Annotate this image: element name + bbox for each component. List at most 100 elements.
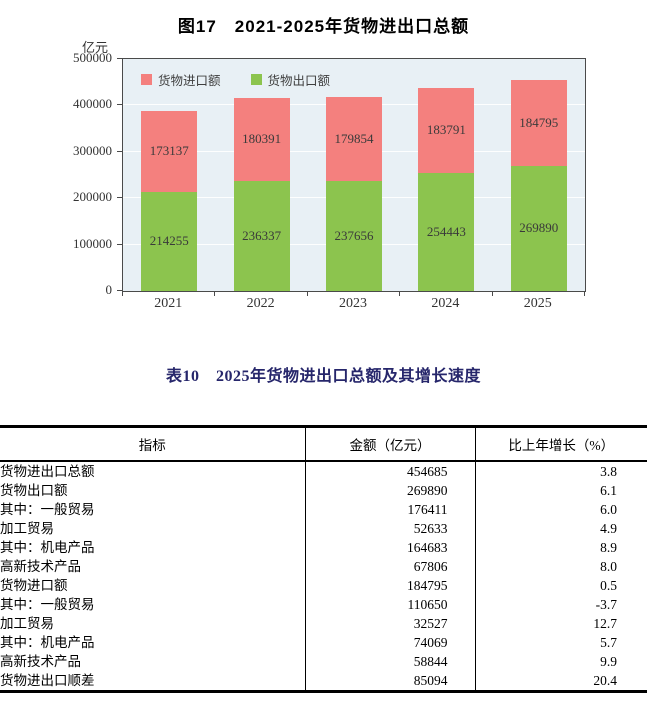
- growth-cell: 12.7: [593, 616, 617, 631]
- indicator-cell: 货物进出口总额: [0, 461, 306, 481]
- y-tick-mark: [117, 104, 122, 106]
- y-tick-label: 200000: [73, 189, 112, 205]
- growth-cell: 6.1: [600, 483, 617, 498]
- import-bar-segment: 173137: [141, 111, 198, 192]
- indicator-cell: 高新技术产品: [0, 557, 306, 576]
- indicator-cell: 加工贸易: [0, 519, 306, 538]
- table-row: 高新技术产品 67806 8.0: [0, 557, 647, 576]
- x-axis-label: 2024: [431, 296, 460, 311]
- x-axis-label: 2021: [154, 296, 183, 311]
- bar-value-label: 179854: [334, 131, 374, 146]
- legend-label-imports: 货物进口额: [158, 74, 221, 88]
- indicator-cell: 高新技术产品: [0, 652, 306, 671]
- bar-value-label: 173137: [149, 143, 189, 159]
- growth-cell: 9.9: [600, 654, 617, 669]
- x-axis-label: 2022: [246, 296, 275, 311]
- growth-cell: 3.8: [600, 464, 617, 479]
- export-bar-segment: 214255: [141, 191, 198, 291]
- table-body: 货物进出口总额 454685 3.8 货物出口额 269890 6.1 其中：一般贸易 176…: [0, 461, 647, 692]
- x-tick-mark: [584, 291, 585, 296]
- indicator-cell: 其中：一般贸易: [0, 500, 306, 519]
- table-row: 加工贸易 52633 4.9: [0, 519, 647, 538]
- indicator-cell: 货物出口额: [0, 481, 306, 500]
- indicator-cell: 货物进出口顺差: [0, 671, 306, 692]
- y-tick-mark: [117, 243, 122, 245]
- import-bar-segment: 179854: [326, 97, 382, 181]
- legend-swatch-exports: [250, 74, 262, 85]
- table-row: 其中：一般贸易 176411 6.0: [0, 500, 647, 519]
- x-axis-label: 2023: [338, 296, 367, 311]
- amount-cell: 454685: [305, 461, 476, 481]
- chart-title: 图17 2021-2025年货物进出口总额: [177, 17, 470, 36]
- table-row: 加工贸易 32527 12.7: [0, 614, 647, 633]
- bar-value-label: 237656: [334, 227, 374, 243]
- table-row: 其中：机电产品 74069 5.7: [0, 633, 647, 652]
- export-bar-segment: 269890: [510, 165, 567, 291]
- x-tick-mark: [306, 291, 308, 296]
- bar-value-label: 269890: [519, 220, 559, 236]
- amount-cell: 58844: [305, 652, 476, 671]
- y-tick-label: 100000: [73, 235, 112, 251]
- growth-cell: -3.7: [595, 597, 617, 612]
- bar-value-label: 254443: [426, 223, 466, 239]
- indicator-cell: 其中：机电产品: [0, 633, 306, 652]
- x-tick-marks: [122, 291, 585, 297]
- x-tick-mark: [122, 291, 123, 296]
- import-bar-segment: 184795: [510, 80, 567, 166]
- indicator-cell: 其中：机电产品: [0, 538, 306, 557]
- y-tick-label: 500000: [73, 50, 112, 65]
- legend-label-exports: 货物出口额: [267, 74, 331, 88]
- indicator-cell: 加工贸易: [0, 614, 306, 633]
- bar-group-2025: 184795 269890: [510, 80, 567, 291]
- y-tick-label: 0: [105, 282, 113, 297]
- y-axis-unit-label: 亿元: [81, 40, 108, 55]
- y-tick-mark: [117, 58, 122, 59]
- export-bar-segment: 254443: [418, 172, 475, 291]
- table-header-row: 指标 金额（亿元） 比上年增长（%）: [0, 426, 647, 462]
- growth-cell: 8.0: [600, 559, 617, 574]
- table-title: 表10 2025年货物进出口总额及其增长速度: [165, 368, 481, 385]
- bar-value-label: 183791: [426, 122, 466, 138]
- x-axis-label: 2025: [523, 296, 552, 311]
- export-bar-segment: 236337: [233, 181, 290, 291]
- bar-group-2023: 179854 237656: [326, 97, 382, 291]
- chart-legend: 货物进口额 货物出口额: [141, 70, 330, 89]
- legend-item-exports: 货物出口额: [250, 70, 331, 89]
- amount-cell: 74069: [305, 633, 476, 652]
- y-tick-mark: [117, 290, 122, 291]
- legend-item-imports: 货物进口额: [141, 70, 221, 89]
- col-header-indicator: 指标: [0, 426, 306, 462]
- growth-cell: 6.0: [600, 502, 617, 517]
- indicator-cell: 货物进口额: [0, 576, 306, 595]
- x-tick-mark: [399, 291, 401, 296]
- bar-value-label: 180391: [242, 131, 282, 147]
- x-axis-labels: 2021 2022 2023 2024 2025: [122, 296, 584, 314]
- col-header-amount: 金额（亿元）: [305, 426, 476, 462]
- import-bar-segment: 183791: [418, 87, 475, 173]
- amount-cell: 164683: [305, 538, 476, 557]
- y-tick-marks: [117, 58, 122, 291]
- bar-group-2022: 180391 236337: [233, 97, 290, 291]
- growth-cell: 0.5: [600, 578, 617, 593]
- bar-group-2024: 183791 254443: [418, 87, 475, 291]
- growth-cell: 4.9: [600, 521, 617, 536]
- y-axis-labels: 0 100000 200000 300000 400000 500000: [0, 50, 112, 297]
- amount-cell: 269890: [305, 481, 476, 500]
- amount-cell: 176411: [305, 500, 476, 519]
- table-row: 货物进出口顺差 85094 20.4: [0, 671, 647, 692]
- table-row: 其中：一般贸易 110650 -3.7: [0, 595, 647, 614]
- bar-value-label: 236337: [242, 228, 282, 244]
- amount-cell: 184795: [305, 576, 476, 595]
- table-row: 货物进口额 184795 0.5: [0, 576, 647, 595]
- bar-group-2021: 173137 214255: [141, 111, 198, 291]
- table-row: 其中：机电产品 164683 8.9: [0, 538, 647, 557]
- plot-area: 货物进口额 货物出口额 173137 214255 180391 236337 1798…: [122, 58, 586, 292]
- export-bar-segment: 237656: [326, 180, 382, 291]
- legend-swatch-imports: [141, 74, 152, 85]
- growth-cell: 20.4: [593, 673, 617, 688]
- indicator-cell: 其中：一般贸易: [0, 595, 306, 614]
- growth-cell: 5.7: [600, 635, 617, 650]
- amount-cell: 67806: [305, 557, 476, 576]
- table-row: 货物出口额 269890 6.1: [0, 481, 647, 500]
- amount-cell: 85094: [305, 671, 476, 692]
